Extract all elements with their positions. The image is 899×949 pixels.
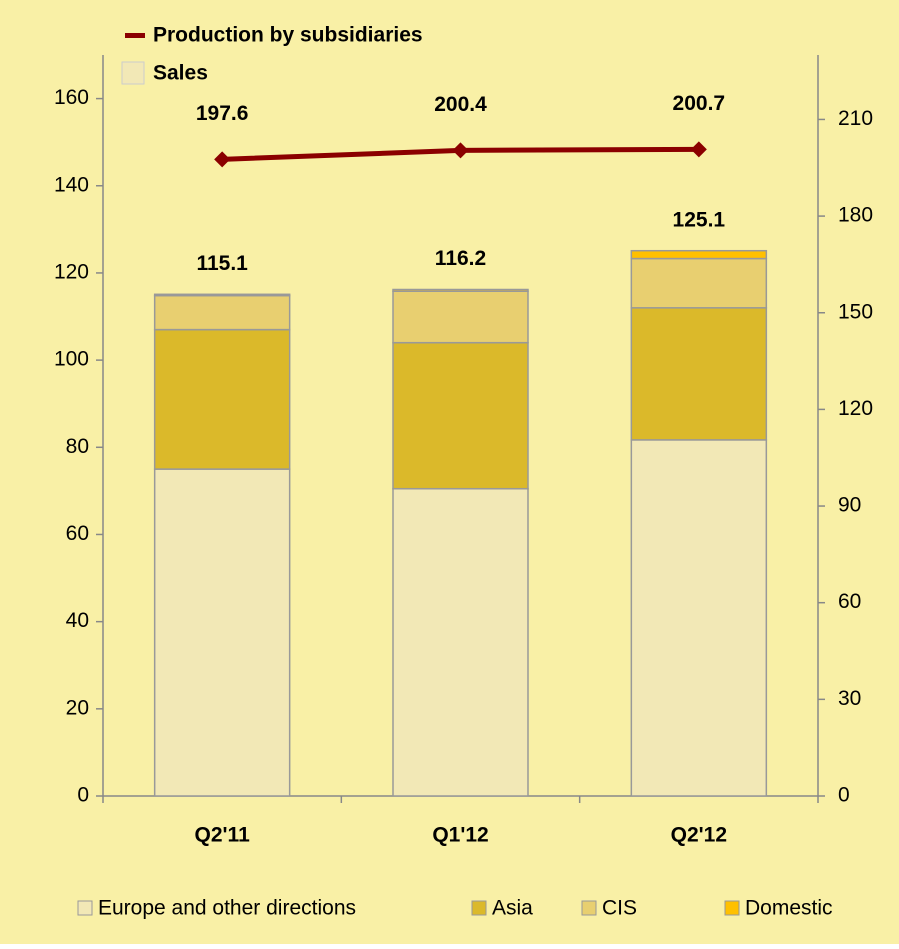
y2-tick-label: 210: [838, 107, 873, 130]
y2-tick-label: 0: [838, 784, 850, 807]
bar-segment: [153, 294, 291, 331]
legend-label: Europe and other directions: [98, 897, 356, 920]
bar-segment: [153, 468, 291, 797]
bar-segment: [392, 290, 529, 344]
bar-segment: [392, 487, 529, 797]
legend-swatch: [581, 900, 597, 916]
legend-swatch: [77, 900, 93, 916]
line-value-label: 197.6: [196, 102, 249, 125]
bar-segment: [630, 257, 768, 309]
total-label: 115.1: [196, 252, 248, 275]
legend-label: CIS: [602, 897, 637, 920]
line-marker: [214, 151, 231, 168]
y2-tick-label: 180: [838, 204, 873, 227]
y2-tick-label: 120: [838, 397, 873, 420]
legend-label: Asia: [492, 897, 533, 920]
y-tick-label: 100: [54, 348, 89, 371]
bar-segment: [630, 439, 768, 797]
line-value-label: 200.4: [434, 93, 487, 116]
y-tick-label: 140: [54, 173, 89, 196]
legend-swatch: [471, 900, 487, 916]
y-tick-label: 60: [66, 522, 89, 545]
y2-tick-label: 60: [838, 590, 861, 613]
total-label: 116.2: [435, 247, 486, 270]
line-marker: [690, 141, 707, 158]
y-tick-label: 160: [54, 86, 89, 109]
x-tick-label: Q2'11: [195, 824, 251, 847]
x-tick-label: Q1'12: [432, 824, 488, 847]
y-tick-label: 80: [66, 435, 89, 458]
y2-tick-label: 90: [838, 494, 861, 517]
legend-swatch: [724, 900, 740, 916]
legend-label: Sales: [153, 62, 208, 85]
y2-tick-label: 150: [838, 300, 873, 323]
y2-tick-label: 30: [838, 687, 861, 710]
y-tick-label: 120: [54, 260, 89, 283]
bar-segment: [630, 249, 768, 260]
y-tick-label: 0: [77, 784, 89, 807]
line-marker: [452, 142, 469, 159]
bar-segment: [630, 307, 768, 441]
legend-label: Domestic: [745, 897, 833, 920]
line-value-label: 200.7: [673, 92, 726, 115]
legend-line-swatch: [125, 33, 145, 38]
total-label: 125.1: [673, 208, 726, 231]
bar-segment: [153, 293, 291, 297]
x-tick-label: Q2'12: [671, 824, 727, 847]
y-tick-label: 20: [66, 696, 89, 719]
legend-sales-swatch: [121, 61, 145, 85]
legend-label: Production by subsidiaries: [153, 24, 423, 47]
bar-segment: [392, 341, 529, 490]
y-tick-label: 40: [66, 609, 89, 632]
bar-segment: [153, 328, 291, 470]
bar-segment: [392, 288, 529, 292]
